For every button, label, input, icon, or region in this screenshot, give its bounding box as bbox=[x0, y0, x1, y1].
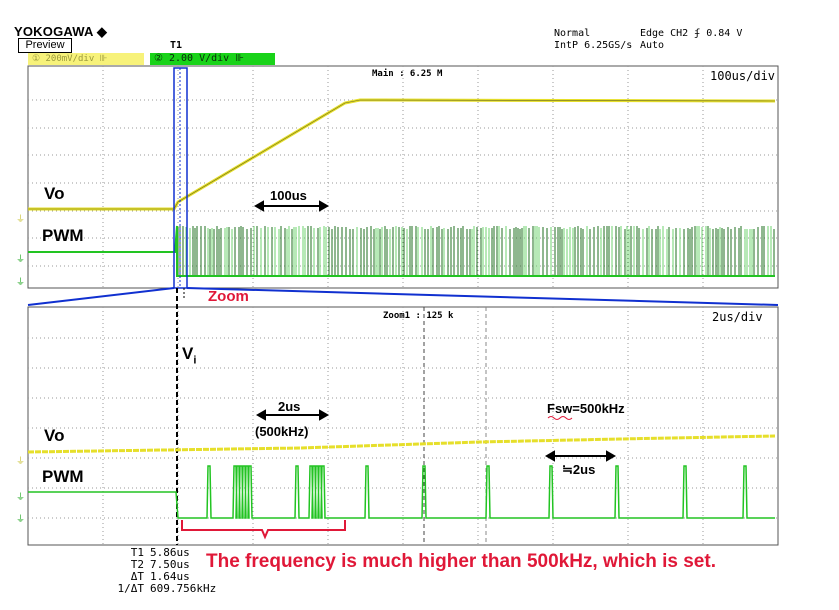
svg-text:⏚: ⏚ bbox=[16, 254, 25, 265]
vi-label: Vi bbox=[182, 344, 197, 367]
svg-text:⏚: ⏚ bbox=[16, 277, 25, 288]
svg-text:⏚: ⏚ bbox=[16, 456, 25, 467]
main-100us-arrow bbox=[253, 200, 330, 212]
main-panel-grid bbox=[28, 66, 778, 288]
svg-text:⏚: ⏚ bbox=[16, 214, 25, 225]
sample-rate: IntP 6.25GS/s bbox=[554, 40, 633, 51]
fsw-label: Fsw=500kHz bbox=[547, 401, 625, 416]
period-arrow bbox=[544, 450, 617, 462]
zoom-pwm-label: PWM bbox=[42, 467, 84, 486]
svg-text:⏚: ⏚ bbox=[16, 492, 25, 503]
ch-ground-markers: ⏚ ⏚ ⏚ ⏚ ⏚ ⏚ bbox=[16, 214, 25, 525]
zoom-projection-right bbox=[186, 287, 779, 306]
measurement-row: T2 7.50us bbox=[130, 558, 190, 571]
measurement-row: T1 5.86us bbox=[130, 546, 190, 559]
svg-text:⏚: ⏚ bbox=[16, 514, 25, 525]
main-100us-label: 100us bbox=[270, 188, 307, 203]
preview-button[interactable]: Preview bbox=[18, 38, 72, 53]
measurement-row: 1/ΔT 609.756kHz bbox=[117, 582, 217, 595]
zoom-record-length: Zoom1 : 125 k bbox=[383, 311, 454, 321]
period-label: ≒2us bbox=[562, 462, 596, 477]
frequency-note: The frequency is much higher than 500kHz… bbox=[206, 551, 716, 572]
main-pwm-label: PWM bbox=[42, 226, 84, 245]
measurement-table: T1 5.86us T2 7.50us ΔT 1.64us 1/ΔT 609.756kH… bbox=[100, 547, 272, 595]
zoom-panel-frame bbox=[27, 306, 779, 546]
brand-logo: YOKOGAWA ◆ bbox=[14, 24, 108, 39]
main-pwm-burst bbox=[177, 226, 775, 276]
zoom-panel-grid bbox=[28, 307, 778, 545]
measurement-row: ΔT 1.64us bbox=[130, 570, 190, 583]
trigger-mode: Auto bbox=[640, 40, 665, 51]
ch1-scale-box[interactable]: ① 200mV/div ⊪ bbox=[28, 53, 144, 65]
ch2-scale-box[interactable]: ② 2.00 V/div ⊪ bbox=[150, 53, 275, 65]
zoom-pwm-trace bbox=[28, 465, 775, 519]
trigger-setting: Edge CH2 ʄ 0.84 V bbox=[640, 28, 743, 39]
zoom-projection-left bbox=[27, 287, 175, 306]
acq-mode: Normal bbox=[554, 28, 591, 39]
cursor-marker: T1 bbox=[170, 40, 183, 51]
main-timebase: 100us/div bbox=[710, 69, 776, 83]
zoom-timebase: 2us/div bbox=[712, 310, 763, 324]
red-brace bbox=[181, 520, 346, 540]
zoom-vo-label: Vo bbox=[44, 426, 65, 445]
zoom-vo-trace bbox=[27, 434, 776, 454]
zoom-label: Zoom bbox=[208, 288, 249, 305]
zoom-2us-label: 2us bbox=[278, 399, 301, 414]
main-vo-label: Vo bbox=[44, 184, 65, 203]
zoom-2us-arrow bbox=[255, 409, 330, 421]
main-pwm-trace bbox=[28, 225, 775, 277]
main-record-length: Main : 6.25 M bbox=[372, 69, 443, 79]
zoom-500khz-label: (500kHz) bbox=[255, 424, 309, 439]
